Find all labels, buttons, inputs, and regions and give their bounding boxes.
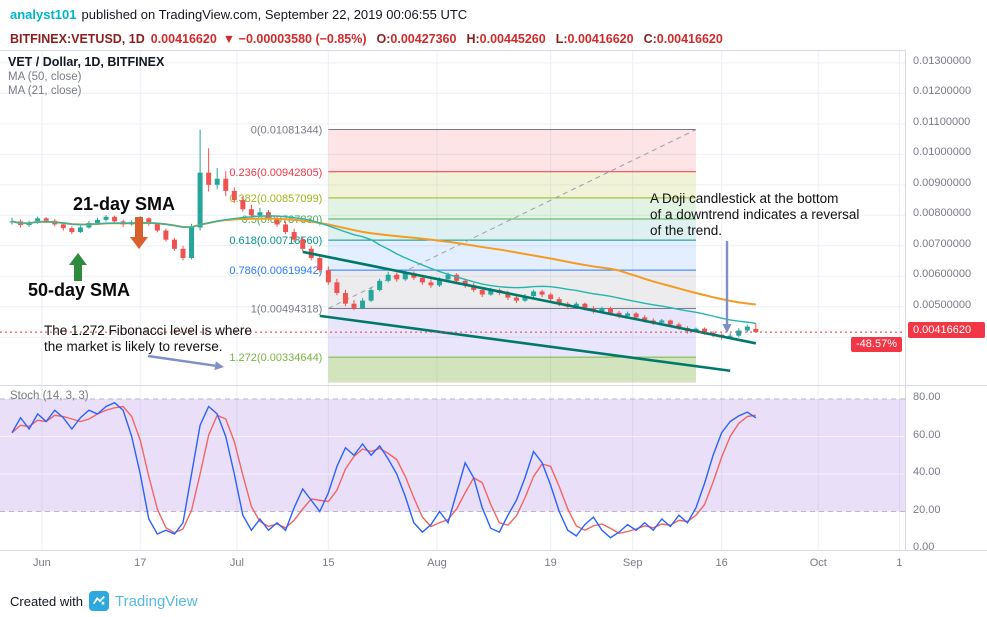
open-value: 0.00427360: [390, 32, 457, 46]
author-link[interactable]: analyst101: [10, 6, 77, 22]
footer: Created with TradingView: [10, 591, 198, 611]
fib-retracement: 0(0.01081344) 0.236(0.00942805) 0.382(0.00…: [229, 125, 697, 383]
annotation-50-day-sma: 50-day SMA: [28, 280, 131, 300]
time-axis-label: 1: [896, 557, 903, 569]
time-axis-label: Sep: [622, 557, 643, 569]
fib-level-label: 1(0.00494318): [251, 303, 323, 315]
time-axis[interactable]: Jun 17 Jul 15 Aug 19 Sep 16 Oct 1: [0, 550, 987, 579]
chart-legend: VET / Dollar, 1D, BITFINEX MA (50, close…: [8, 55, 164, 97]
ma21-legend[interactable]: MA (21, close): [8, 85, 82, 97]
last-price: 0.00416620: [150, 32, 217, 46]
price-axis-label: 0.00500000: [913, 298, 972, 311]
open-label: O:: [376, 32, 391, 46]
fib-note-line2: the market is likely to reverse.: [44, 339, 223, 354]
ma50-legend[interactable]: MA (50, close): [8, 71, 82, 83]
chart-title: VET / Dollar, 1D, BITFINEX: [8, 55, 165, 69]
fib-note-line1: The 1.272 Fibonacci level is where: [44, 323, 252, 338]
stoch-d-line: [11, 405, 756, 535]
high-value: 0.00445260: [479, 32, 546, 46]
created-with-text: Created with: [10, 593, 83, 609]
time-axis-label: Jun: [33, 557, 51, 569]
annotation-fib-note: The 1.272 Fibonacci level is where the m…: [44, 323, 252, 355]
price-axis-label: 0.01300000: [913, 54, 972, 67]
price-axis[interactable]: 0.01300000 0.01200000 0.01100000 0.01000000…: [905, 50, 987, 553]
price-change: ▼ −0.00003580 (−0.85%): [222, 32, 367, 46]
time-axis-label: 19: [544, 557, 557, 569]
price-axis-label: 0.00700000: [913, 237, 972, 250]
arrow-head: [722, 324, 732, 333]
tradingview-wordmark[interactable]: TradingView: [114, 592, 198, 610]
price-axis-label: 0.01100000: [913, 115, 971, 128]
annotation-21-day-sma: 21-day SMA: [73, 194, 176, 214]
current-price-badge: 0.00416620: [908, 322, 985, 339]
time-axis-label: 16: [715, 557, 728, 569]
time-axis-label: Oct: [809, 557, 827, 569]
tradingview-logo-icon[interactable]: [88, 591, 109, 611]
annotation-doji-note: A Doji candlestick at the bottom of a do…: [650, 191, 859, 239]
publish-header: analyst101 published on TradingView.com,…: [0, 0, 987, 28]
price-chart-canvas[interactable]: 0(0.01081344) 0.236(0.00942805) 0.382(0.00…: [0, 51, 905, 386]
symbol-text[interactable]: BITFINEX:VETUSD, 1D: [10, 32, 145, 46]
main-chart[interactable]: 0(0.01081344) 0.236(0.00942805) 0.382(0.00…: [0, 50, 987, 386]
fib-level-label: 0(0.01081344): [251, 125, 323, 137]
price-axis-label: 0.01000000: [913, 146, 972, 159]
high-label: H:: [466, 32, 480, 46]
stoch-axis-label: 80.00: [913, 391, 941, 403]
doji-note-line1: A Doji candlestick at the bottom: [650, 191, 839, 206]
stoch-indicator-label[interactable]: Stoch (14, 3, 3): [10, 390, 89, 402]
axis-panel-divider: [906, 385, 987, 386]
price-axis-label: 0.01200000: [913, 85, 972, 98]
block-arrow: [69, 253, 87, 281]
fib-level-label: 0.786(0.00619942): [229, 265, 322, 277]
time-axis-label: Aug: [427, 557, 447, 569]
trendline: [302, 250, 757, 345]
stoch-panel[interactable]: Stoch (14, 3, 3): [0, 385, 905, 551]
stoch-axis-label: 60.00: [913, 428, 941, 441]
stoch-axis-label: 40.00: [913, 466, 941, 478]
stoch-canvas[interactable]: [0, 386, 905, 551]
fib-level-label: 0.236(0.00942805): [229, 167, 322, 179]
stoch-k-line: [11, 401, 757, 539]
time-axis-label: Jul: [229, 557, 244, 569]
doji-note-line2: of a downtrend indicates a reversal: [650, 207, 860, 222]
percent-change-badge: -48.57%: [851, 337, 902, 352]
candles-layer: [9, 129, 759, 340]
time-axis-label: 15: [322, 557, 335, 569]
price-axis-label: 0.00600000: [913, 268, 972, 281]
block-arrow: [130, 217, 148, 249]
arrow-head: [214, 361, 224, 371]
close-label: C:: [643, 32, 657, 46]
low-value: 0.00416620: [567, 32, 634, 46]
price-axis-label: 0.00800000: [913, 207, 972, 220]
fib-level-label: 0.382(0.00857099): [229, 193, 322, 205]
time-axis-label: 17: [134, 557, 147, 569]
stoch-band: [0, 399, 905, 512]
low-label: L:: [555, 32, 568, 46]
stoch-axis-label: 20.00: [913, 503, 941, 516]
fib-level-label: 1.272(0.00334644): [229, 352, 322, 364]
price-axis-label: 0.00900000: [913, 176, 972, 189]
close-value: 0.00416620: [656, 32, 723, 46]
publish-info: published on TradingView.com, September …: [81, 6, 468, 22]
doji-note-line3: of the trend.: [650, 223, 723, 238]
ticker-bar: BITFINEX:VETUSD, 1D 0.00416620 ▼ −0.0000…: [0, 28, 987, 50]
fib-level-label: 0.618(0.00718560): [229, 235, 322, 247]
trendline: [319, 314, 731, 373]
